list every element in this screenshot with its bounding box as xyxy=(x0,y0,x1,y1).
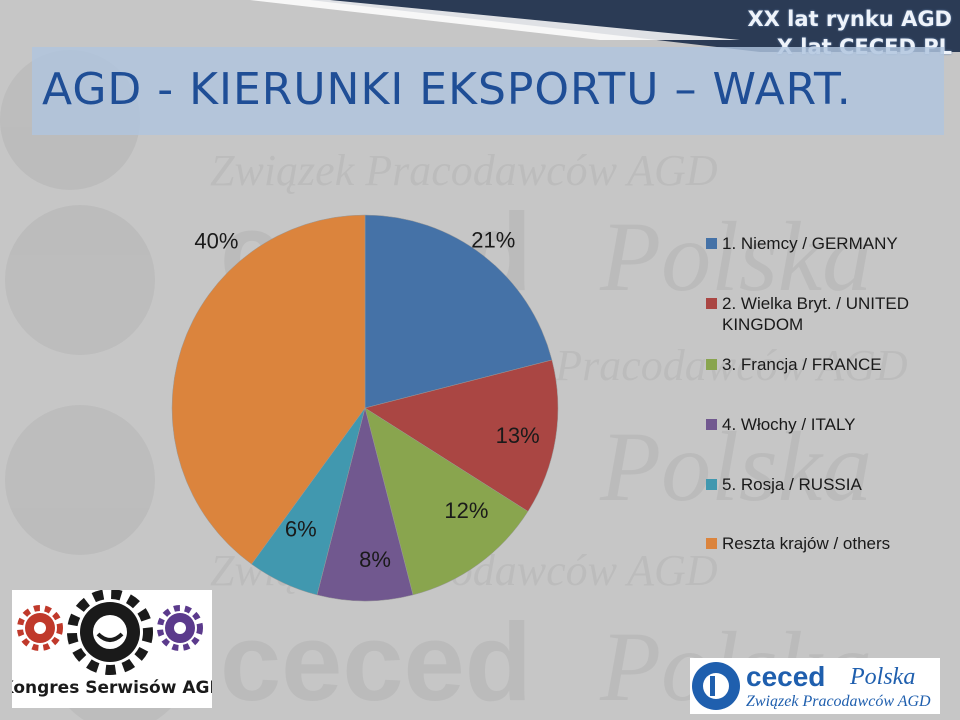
pie-slice xyxy=(364,407,529,596)
legend-swatch xyxy=(706,419,717,430)
watermark-brand: Polska xyxy=(599,411,872,522)
legend-label: 1. Niemcy / GERMANY xyxy=(722,234,898,253)
legend-label: 4. Włochy / ITALY xyxy=(722,415,856,434)
pie-slice xyxy=(364,359,559,512)
legend-swatch xyxy=(706,479,717,490)
pie-data-label: 21% xyxy=(471,228,515,253)
pie-data-label: 12% xyxy=(444,498,488,523)
legend-label: Reszta krajów / others xyxy=(722,534,891,553)
legend-swatch xyxy=(706,238,717,249)
ceced-logo-icon xyxy=(692,662,740,710)
watermark-brand: ceced xyxy=(220,601,532,720)
gear-icon xyxy=(67,589,153,675)
ceced-logo-subtitle: Związek Pracodawców AGD xyxy=(746,693,931,710)
kongres-logo: Kongres Serwisów AGD xyxy=(0,589,224,708)
legend-swatch xyxy=(706,538,717,549)
pie-data-label: 8% xyxy=(359,547,391,572)
pie-data-label: 40% xyxy=(194,228,238,253)
corner-text-line1: XX lat rynku AGD xyxy=(747,7,952,31)
pie-slice xyxy=(316,407,414,602)
legend-swatch xyxy=(706,298,717,309)
watermark-text: Związek Pracodawców AGD xyxy=(210,146,718,195)
ceced-logo-brand2: Polska xyxy=(849,664,915,690)
ceced-polska-logo: ceced Polska Związek Pracodawców AGD xyxy=(690,658,940,714)
watermark-brand: Polska xyxy=(599,201,872,312)
legend-label: 5. Rosja / RUSSIA xyxy=(722,475,862,494)
gear-icon xyxy=(157,605,203,651)
slide-title: AGD - KIERUNKI EKSPORTU – WART. xyxy=(42,64,852,115)
gear-icon xyxy=(17,605,63,651)
pie-data-label: 13% xyxy=(496,423,540,448)
legend-label: 3. Francja / FRANCE xyxy=(722,355,882,374)
pie-slice xyxy=(171,214,366,565)
ceced-logo-brand: ceced xyxy=(746,661,825,692)
pie-data-label: 6% xyxy=(285,517,317,542)
pie-slice xyxy=(364,214,553,409)
title-bar xyxy=(32,47,944,135)
kongres-logo-text: Kongres Serwisów AGD xyxy=(12,678,212,698)
legend-label: 2. Wielka Bryt. / UNITED KINGDOM xyxy=(722,294,910,334)
legend-swatch xyxy=(706,359,717,370)
corner-banner xyxy=(310,0,960,52)
